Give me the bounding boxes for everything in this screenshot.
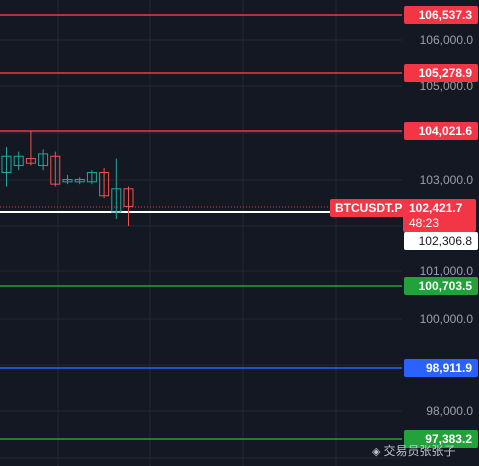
candles [1, 130, 134, 226]
candle-up [38, 153, 49, 167]
price-tick: 98,000.0 [426, 404, 473, 418]
price-tick: 106,000.0 [419, 33, 473, 47]
candle-down [99, 172, 110, 197]
candle-up [111, 188, 122, 213]
candle-down [25, 158, 36, 164]
level-badge-resistance: 105,278.9 [404, 64, 478, 82]
binance-logo-icon: ◈ [372, 446, 381, 458]
watermark: ◈ 交易员张张子 [372, 442, 455, 459]
level-badge-resistance: 106,537.3 [404, 6, 478, 24]
candle-up [86, 172, 97, 183]
level-badge-pivot: 102,306.8 [404, 232, 478, 250]
price-tick: 103,000.0 [419, 173, 473, 187]
bar-countdown: 48:23 [409, 216, 440, 230]
candle-up [13, 155, 24, 167]
current-price: 102,421.7 [409, 201, 463, 215]
symbol-label: BTCUSDT.P [330, 199, 408, 217]
price-tick: 105,000.0 [419, 79, 473, 93]
price-tick: 101,000.0 [419, 264, 473, 278]
candle-up [1, 155, 12, 174]
level-badge-support: 97,383.2 [404, 430, 478, 448]
candle-down [123, 188, 134, 207]
candle-down [50, 155, 61, 185]
level-badge-support: 98,911.9 [404, 359, 478, 377]
level-badge-resistance: 104,021.6 [404, 122, 478, 140]
price-tick: 100,000.0 [419, 312, 473, 326]
candle-up [74, 179, 85, 183]
chart-grid [0, 0, 402, 466]
candle-up [62, 179, 73, 183]
watermark-text: 交易员张张子 [383, 444, 456, 458]
current-price-label: 102,421.7 48:23 [403, 199, 476, 232]
level-lines [0, 14, 402, 440]
price-axis[interactable]: 106,000.0 105,000.0 103,000.0 101,000.0 … [402, 0, 479, 466]
level-badge-support: 100,703.5 [404, 277, 478, 295]
